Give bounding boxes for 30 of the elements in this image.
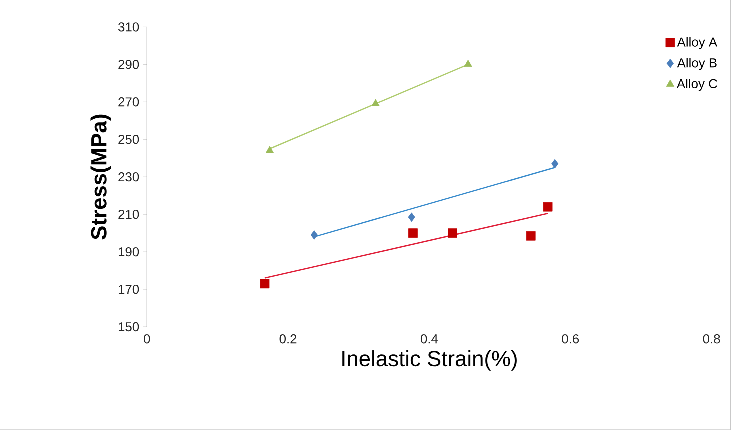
x-tick-label: 0.4 [420, 334, 438, 344]
y-tick-label: 310 [118, 22, 140, 32]
point [260, 279, 270, 289]
point [543, 202, 553, 212]
point [372, 99, 380, 106]
point [448, 228, 458, 238]
point [408, 228, 418, 238]
x-axis-title: Inelastic Strain(%) [342, 350, 517, 371]
point [266, 146, 274, 154]
legend-label: Alloy C [676, 78, 718, 92]
y-tick-label: 250 [118, 134, 140, 144]
point [408, 212, 416, 222]
y-axis-title: Stress(MPa) [90, 114, 112, 240]
legend-label: Alloy B [677, 58, 717, 70]
y-tick-label: 170 [118, 284, 140, 294]
point [464, 60, 472, 68]
x-tick-label: 0 [144, 334, 150, 344]
y-tick-label: 290 [118, 60, 140, 70]
y-tick-label: 210 [118, 210, 140, 220]
x-tick-label: 0.8 [703, 334, 720, 344]
x-tick-label: 0.2 [280, 334, 297, 344]
point [552, 159, 559, 169]
point [526, 231, 536, 241]
x-tick-label: 0.6 [562, 334, 580, 344]
y-tick-label: 270 [118, 97, 140, 107]
y-tick-label: 150 [118, 322, 140, 332]
y-tick-label: 230 [118, 172, 140, 182]
legend-label: Alloy A [677, 37, 718, 50]
point [310, 230, 318, 240]
y-tick-label: 190 [118, 247, 140, 257]
